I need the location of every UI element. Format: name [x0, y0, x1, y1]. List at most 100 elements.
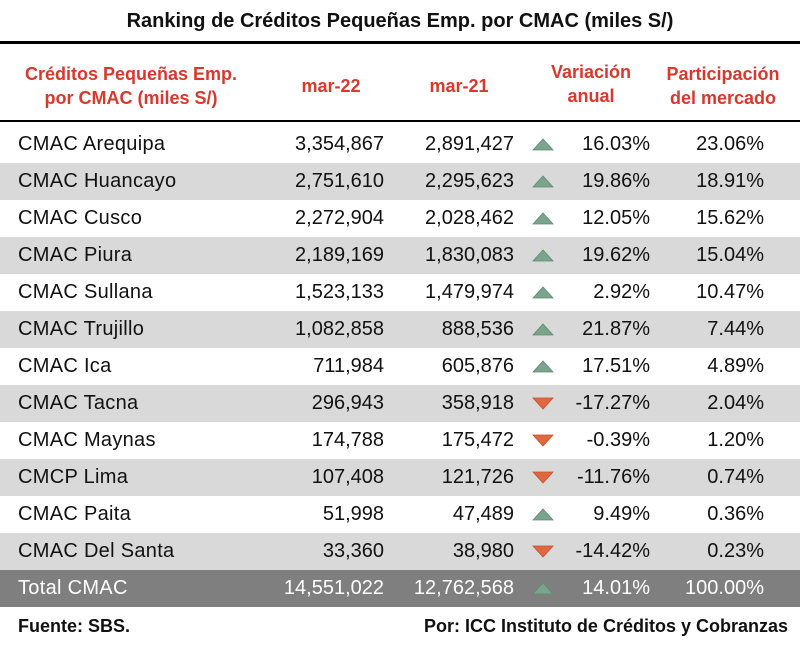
- table-row: CMAC Trujillo 1,082,858 888,536 21.87% 7.44%: [0, 311, 800, 348]
- market-share: 0.36%: [707, 503, 764, 525]
- table-row: CMCP Lima 107,408 121,726 -11.76% 0.74%: [0, 459, 800, 496]
- market-share: 100.00%: [685, 577, 764, 599]
- market-share: 10.47%: [696, 281, 764, 303]
- value-mar22: 296,943: [311, 392, 384, 414]
- table-row: CMAC Ica 711,984 605,876 17.51% 4.89%: [0, 348, 800, 385]
- annual-variation: -17.27%: [575, 392, 651, 414]
- table-header: Créditos Pequeñas Emp. por CMAC (miles S…: [0, 56, 800, 114]
- trend-down-icon: [532, 459, 556, 496]
- market-share: 15.62%: [696, 207, 764, 229]
- table-row: CMAC Sullana 1,523,133 1,479,974 2.92% 10.47…: [0, 274, 800, 311]
- institution-name: CMAC Maynas: [18, 429, 156, 451]
- value-mar21: 2,028,462: [425, 207, 514, 229]
- header-name-line2: por CMAC (miles S/): [44, 88, 218, 108]
- trend-up-icon: [532, 570, 556, 607]
- market-share: 1.20%: [707, 429, 764, 451]
- annual-variation: 2.92%: [593, 281, 650, 303]
- annual-variation: -14.42%: [575, 540, 651, 562]
- institution-name: CMCP Lima: [18, 466, 129, 488]
- annual-variation: 14.01%: [582, 577, 650, 599]
- value-mar21: 358,918: [441, 392, 514, 414]
- trend-up-icon: [532, 126, 556, 163]
- value-mar21: 888,536: [441, 318, 514, 340]
- table-row: CMAC Piura 2,189,169 1,830,083 19.62% 15.04%: [0, 237, 800, 274]
- market-share: 15.04%: [696, 244, 764, 266]
- value-mar22: 14,551,022: [283, 577, 384, 599]
- market-share: 4.89%: [707, 355, 764, 377]
- market-share: 0.23%: [707, 540, 764, 562]
- value-mar21: 38,980: [452, 540, 514, 562]
- value-mar21: 121,726: [441, 466, 514, 488]
- institution-name: CMAC Sullana: [18, 281, 153, 303]
- institution-name: Total CMAC: [18, 577, 128, 599]
- market-share: 2.04%: [707, 392, 764, 414]
- institution-name: CMAC Cusco: [18, 207, 143, 229]
- header-variation-line2: anual: [567, 86, 615, 106]
- header-share-line2: del mercado: [669, 88, 777, 108]
- trend-up-icon: [532, 348, 556, 385]
- market-share: 0.74%: [707, 466, 764, 488]
- header-name-line1: Créditos Pequeñas Emp.: [24, 64, 238, 84]
- trend-down-icon: [532, 422, 556, 459]
- value-mar21: 47,489: [452, 503, 514, 525]
- table-title: Ranking de Créditos Pequeñas Emp. por CM…: [126, 10, 674, 32]
- value-mar21: 175,472: [441, 429, 514, 451]
- annual-variation: 19.62%: [582, 244, 650, 266]
- value-mar21: 1,479,974: [425, 281, 514, 303]
- value-mar22: 3,354,867: [295, 133, 384, 155]
- value-mar22: 2,751,610: [295, 170, 384, 192]
- table-row: CMAC Arequipa 3,354,867 2,891,427 16.03% 23.…: [0, 126, 800, 163]
- value-mar22: 2,189,169: [295, 244, 384, 266]
- table-row: CMAC Paita 51,998 47,489 9.49% 0.36%: [0, 496, 800, 533]
- value-mar22: 107,408: [311, 466, 384, 488]
- value-mar21: 1,830,083: [425, 244, 514, 266]
- value-mar22: 1,523,133: [295, 281, 384, 303]
- value-mar22: 1,082,858: [295, 318, 384, 340]
- market-share: 23.06%: [696, 133, 764, 155]
- institution-name: CMAC Ica: [18, 355, 112, 377]
- trend-up-icon: [532, 311, 556, 348]
- institution-name: CMAC Del Santa: [18, 540, 175, 562]
- value-mar21: 605,876: [441, 355, 514, 377]
- annual-variation: 9.49%: [593, 503, 650, 525]
- trend-up-icon: [532, 237, 556, 274]
- value-mar21: 12,762,568: [413, 577, 514, 599]
- header-share-column: Participación del mercado: [650, 62, 796, 110]
- table-row: CMAC Maynas 174,788 175,472 -0.39% 1.20%: [0, 422, 800, 459]
- value-mar22: 51,998: [322, 503, 384, 525]
- source-note: Fuente: SBS.: [18, 616, 131, 636]
- market-share: 7.44%: [707, 318, 764, 340]
- value-mar22: 711,984: [313, 355, 384, 377]
- institution-name: CMAC Tacna: [18, 392, 139, 414]
- footer: Fuente: SBS. Por: ICC Instituto de Crédi…: [0, 616, 800, 646]
- annual-variation: 19.86%: [582, 170, 650, 192]
- institution-name: CMAC Huancayo: [18, 170, 177, 192]
- trend-up-icon: [532, 496, 556, 533]
- institution-name: CMAC Piura: [18, 244, 133, 266]
- trend-down-icon: [532, 385, 556, 422]
- annual-variation: 12.05%: [582, 207, 650, 229]
- trend-up-icon: [532, 200, 556, 237]
- annual-variation: 16.03%: [582, 133, 650, 155]
- annual-variation: 21.87%: [582, 318, 650, 340]
- annual-variation: -11.76%: [576, 466, 650, 488]
- institution-name: CMAC Paita: [18, 503, 132, 525]
- header-mar21: mar-21: [429, 76, 489, 96]
- header-variation-line1: Variación: [550, 62, 632, 82]
- institution-name: CMAC Trujillo: [18, 318, 145, 340]
- trend-up-icon: [532, 163, 556, 200]
- value-mar21: 2,891,427: [425, 133, 514, 155]
- trend-down-icon: [532, 533, 556, 570]
- value-mar22: 33,360: [322, 540, 384, 562]
- value-mar22: 174,788: [311, 429, 384, 451]
- value-mar22: 2,272,904: [295, 207, 384, 229]
- trend-up-icon: [532, 274, 556, 311]
- total-row: Total CMAC 14,551,022 12,762,568 14.01% 100.…: [0, 570, 800, 607]
- header-divider: [0, 120, 800, 122]
- table-row: CMAC Tacna 296,943 358,918 -17.27% 2.04%: [0, 385, 800, 422]
- header-mar22: mar-22: [301, 76, 361, 96]
- table-row: CMAC Huancayo 2,751,610 2,295,623 19.86% 18.…: [0, 163, 800, 200]
- annual-variation: 17.51%: [582, 355, 650, 377]
- market-share: 18.91%: [696, 170, 764, 192]
- table-row: CMAC Cusco 2,272,904 2,028,462 12.05% 15.62%: [0, 200, 800, 237]
